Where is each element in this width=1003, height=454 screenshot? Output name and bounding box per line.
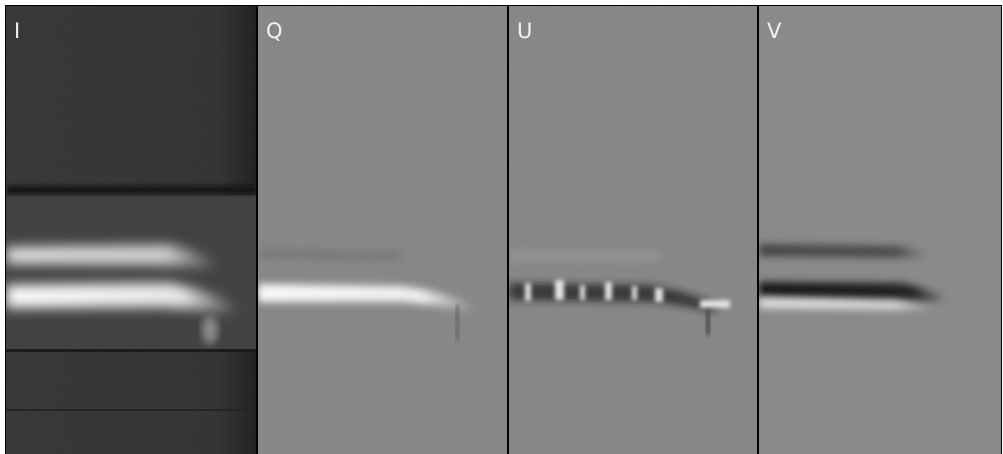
panel-label: I <box>14 19 20 43</box>
panel-label: Q <box>266 19 283 43</box>
panel-label: U <box>517 19 532 43</box>
figure: I Q U V <box>0 0 1003 454</box>
panel-label: V <box>767 19 782 43</box>
panel-q: Q <box>258 6 507 454</box>
panel-v: V <box>759 6 1001 454</box>
panel-i: I <box>6 6 256 454</box>
panel-u: U <box>509 6 757 454</box>
